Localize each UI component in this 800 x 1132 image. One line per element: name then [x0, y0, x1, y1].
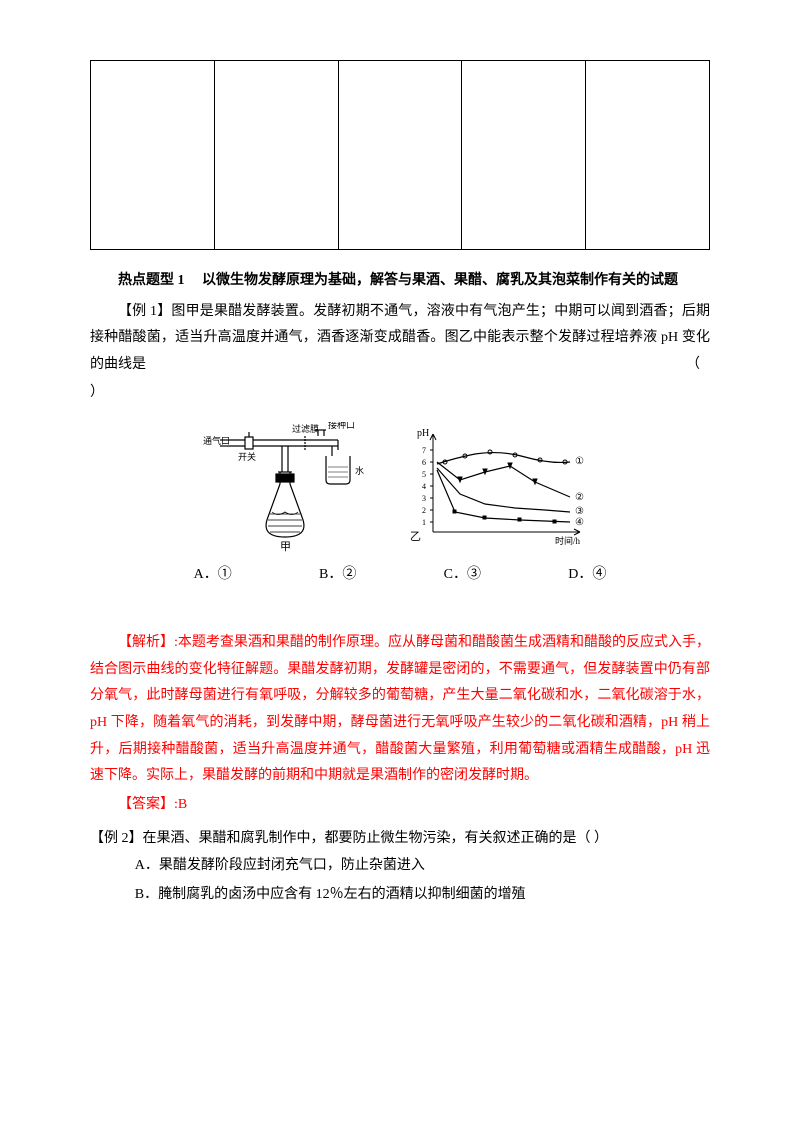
empty-table [90, 60, 710, 250]
answer-block: 【答案】:B [90, 792, 710, 819]
svg-text:1: 1 [422, 518, 426, 527]
analysis-block: 【解析】:本题考查果酒和果醋的制作原理。应从酵母菌和醋酸菌生成酒精和醋酸的反应式… [90, 630, 710, 790]
svg-text:7: 7 [422, 446, 426, 455]
table-cell [339, 61, 463, 249]
svg-text:开关: 开关 [238, 451, 256, 462]
svg-text:接种口: 接种口 [328, 422, 355, 430]
example1-body: 图甲是果醋发酵装置。发酵初期不通气，溶液中有气泡产生；中期可以闻到酒香；后期接种… [90, 304, 710, 372]
svg-text:②: ② [575, 492, 584, 503]
diagram-ph-chart-icon: pH 1 2 3 4 5 6 7 ① ② ③ ④ 时间/h 乙 [405, 422, 600, 552]
svg-text:2: 2 [422, 506, 426, 515]
section-heading: 热点题型 1 以微生物发酵原理为基础，解答与果酒、果醋、腐乳及其泡菜制作有关的试… [90, 268, 710, 295]
svg-text:6: 6 [422, 458, 426, 467]
example2-body: 在果酒、果醋和腐乳制作中，都要防止微生物污染，有关叙述正确的是（ ） [143, 831, 609, 846]
example2-option-a: A．果醋发酵阶段应封闭充气口，防止杂菌进入 [90, 853, 710, 880]
table-cell [586, 61, 709, 249]
option-a: A．① [194, 562, 232, 589]
svg-text:④: ④ [575, 517, 584, 528]
svg-text:③: ③ [575, 506, 584, 517]
section-title-text: 以微生物发酵原理为基础，解答与果酒、果醋、腐乳及其泡菜制作有关的试题 [202, 273, 678, 288]
option-c: C．③ [444, 562, 481, 589]
example1-text: 【例 1】图甲是果醋发酵装置。发酵初期不通气，溶液中有气泡产生；中期可以闻到酒香… [90, 299, 710, 379]
table-cell [91, 61, 215, 249]
svg-text:甲: 甲 [280, 541, 291, 552]
svg-text:5: 5 [422, 470, 426, 479]
table-cell [215, 61, 339, 249]
figure-container: 通气口 开关 过滤膜 接种口 水 甲 [90, 422, 710, 552]
section-prefix: 热点题型 1 [118, 273, 185, 288]
example2-label: 【例 2】 [90, 831, 143, 846]
analysis-text: 本题考查果酒和果醋的制作原理。应从酵母菌和醋酸菌生成酒精和醋酸的反应式入手，结合… [90, 635, 710, 783]
svg-text:过滤膜: 过滤膜 [292, 423, 319, 434]
open-bracket: （ [658, 352, 700, 379]
analysis-label: 【解析】: [118, 635, 178, 650]
close-bracket: ） [90, 380, 710, 407]
example2-option-b: B．腌制腐乳的卤汤中应含有 12％左右的酒精以抑制细菌的增殖 [90, 882, 710, 909]
svg-text:时间/h: 时间/h [555, 535, 581, 546]
option-b: B．② [319, 562, 356, 589]
example1-label: 【例 1】 [118, 304, 171, 319]
svg-text:4: 4 [422, 482, 426, 491]
table-cell [462, 61, 586, 249]
answer-label: 【答案】 [118, 797, 174, 812]
example2-text: 【例 2】在果酒、果醋和腐乳制作中，都要防止微生物污染，有关叙述正确的是（ ） [90, 826, 710, 853]
svg-text:水: 水 [355, 465, 364, 476]
diagram-apparatus-icon: 通气口 开关 过滤膜 接种口 水 甲 [200, 422, 375, 552]
svg-text:乙: 乙 [410, 530, 421, 543]
svg-text:通气口: 通气口 [203, 435, 230, 446]
svg-text:①: ① [575, 456, 584, 467]
option-d: D．④ [568, 562, 606, 589]
answer-value: :B [174, 797, 187, 812]
svg-text:pH: pH [417, 428, 429, 439]
svg-text:3: 3 [422, 494, 426, 503]
options-row: A．① B．② C．③ D．④ [90, 562, 710, 589]
